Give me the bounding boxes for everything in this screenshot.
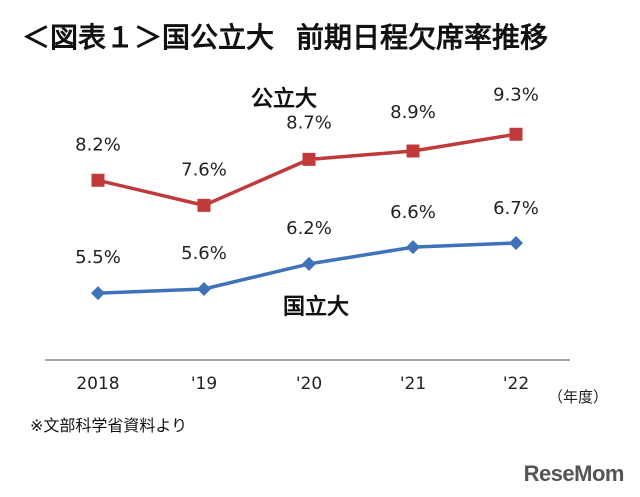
public-point [197,198,211,212]
national-data-label: 5.6% [181,243,227,264]
public-data-label: 8.2% [75,134,121,155]
public-data-label: 9.3% [493,84,539,105]
x-unit-label: （年度） [548,388,608,406]
public-point [406,144,420,158]
x-tick-label: '20 [296,374,322,394]
x-tick-label: 2018 [76,374,119,394]
national-point [509,236,523,250]
national-point [302,256,316,271]
source-note: ※文部科学省資料より [30,416,188,435]
chart-title: ＜図表１＞国公立大 前期日程欠席率推移 [22,16,548,56]
chart-title-text: 前期日程欠席率推移 [296,21,549,54]
national-data-label: 5.5% [75,247,121,268]
public-data-label: 7.6% [181,159,227,180]
national-data-label: 6.6% [390,202,436,223]
national-data-label: 6.7% [493,198,539,219]
x-tick-label: '22 [503,374,529,394]
public-data-label: 8.7% [286,112,332,133]
public-data-label: 8.9% [390,102,436,123]
national-series-name: 国立大 [283,294,349,320]
public-point [91,173,105,187]
public-point [509,127,523,141]
public-point [302,152,316,166]
public-series-name: 公立大 [251,86,317,112]
figure-label: ＜図表１＞国公立大 [22,21,275,54]
x-tick-label: '21 [400,374,426,394]
x-tick-label: '19 [191,374,217,394]
national-point [406,240,420,255]
national-data-label: 6.2% [286,218,332,239]
resemom-logo: ReseMom [523,461,625,486]
public-series-line [97,132,517,208]
national-point [91,286,105,301]
national-point [197,282,211,296]
